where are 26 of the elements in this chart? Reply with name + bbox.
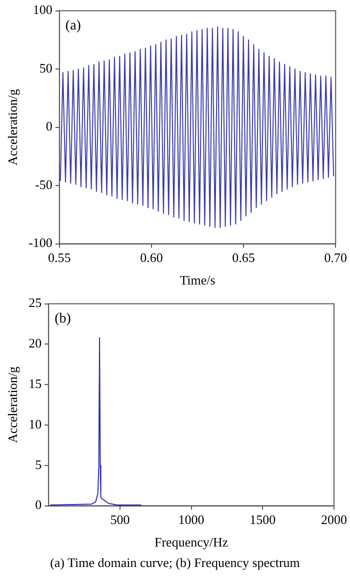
y-axis-title: Acceleration/g [5,88,20,166]
y-tick-label: 10 [28,416,42,432]
y-tick-label: 25 [28,295,42,310]
x-tick-label: 500 [110,512,130,528]
y-tick-label: 0 [35,497,42,512]
y-tick-label: 50 [39,60,52,76]
x-tick-label: 2000 [321,512,347,528]
y-tick-label: -50 [35,176,52,192]
x-tick-label: 0.55 [48,250,71,266]
x-tick-label: 0.70 [324,250,347,266]
y-tick-label: 100 [32,2,52,18]
x-axis-title: Frequency/Hz [154,534,228,550]
y-tick-label: 0 [46,118,52,134]
annotation: (a) [65,18,82,34]
y-tick-label: -100 [28,235,52,250]
x-axis-title: Time/s [180,272,216,288]
y-tick-label: 5 [35,456,42,472]
x-tick-label: 1000 [178,512,204,528]
y-tick-label: 20 [28,336,42,351]
text: (a) Time domain curve; (b) Frequency spectrum [49,555,301,571]
y-tick-label: 15 [28,376,42,392]
x-tick-label: 0.65 [232,250,255,266]
y-axis-title: Acceleration/g [5,366,20,444]
annotation: (b) [54,311,72,326]
x-tick-label: 1500 [250,512,276,528]
x-tick-label: 0.60 [140,250,163,266]
